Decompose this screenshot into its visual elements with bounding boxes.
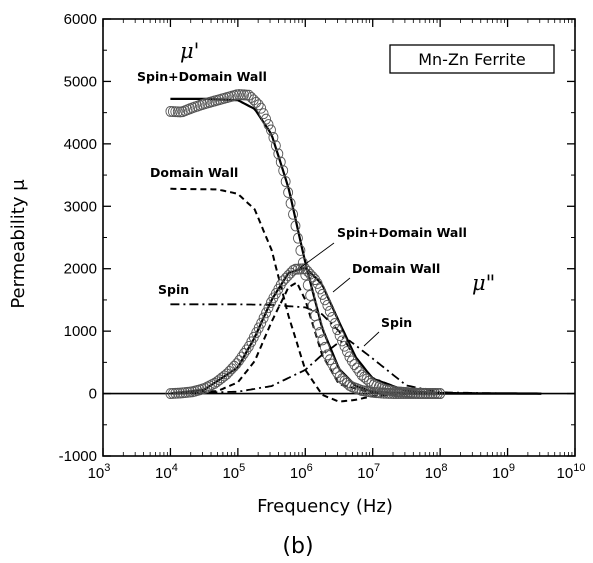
annotation-spin-right: Spin <box>381 315 412 330</box>
x-tick-label: 107 <box>357 462 380 482</box>
series-measured-imag <box>166 264 445 399</box>
data-point <box>352 363 361 373</box>
x-tick-label: 104 <box>155 462 178 482</box>
annotation-spin-dw-right: Spin+Domain Wall <box>337 225 467 240</box>
x-tick-exponent: 9 <box>509 462 515 474</box>
y-axis-title: Permeability μ <box>8 179 29 309</box>
y-tick-label: 1000 <box>64 323 97 340</box>
series-layer <box>103 90 575 402</box>
x-tick-exponent: 5 <box>239 462 245 474</box>
leader-line-spin <box>364 332 379 346</box>
x-tick-label: 108 <box>425 462 448 482</box>
data-point <box>328 312 337 322</box>
series-measured-real <box>166 90 445 399</box>
annotation-spin-dw-left: Spin+Domain Wall <box>137 69 267 84</box>
y-tick-label: 5000 <box>64 73 97 90</box>
y-tick-label: 3000 <box>64 198 97 215</box>
leader-line-spin-dw <box>300 243 334 268</box>
mu-double-prime-label: μ" <box>472 271 495 295</box>
x-axis-title: Frequency (Hz) <box>257 496 393 517</box>
x-tick-label: 103 <box>88 462 111 482</box>
x-tick-label: 105 <box>222 462 245 482</box>
x-tick-label: 109 <box>492 462 515 482</box>
mu-prime-label: μ' <box>180 39 199 63</box>
x-tick-exponent: 4 <box>172 462 178 474</box>
y-tick-label: 4000 <box>64 136 97 153</box>
x-tick-exponent: 6 <box>307 462 313 474</box>
data-point <box>259 109 268 119</box>
x-tick-exponent: 3 <box>104 462 110 474</box>
x-tick-label: 106 <box>290 462 313 482</box>
x-tick-exponent: 7 <box>374 462 380 474</box>
data-point <box>257 103 266 113</box>
annotation-spin-left: Spin <box>158 282 189 297</box>
x-tick-exponent: 8 <box>441 462 447 474</box>
annotation-dw-left: Domain Wall <box>150 165 238 180</box>
series-dw-imag <box>170 283 440 394</box>
data-point <box>262 114 271 124</box>
x-tick-label: 1010 <box>557 462 586 482</box>
series-spin-dw-real <box>170 99 541 394</box>
y-tick-label: 2000 <box>64 261 97 278</box>
y-tick-label: -1000 <box>59 448 97 465</box>
panel-label: (b) <box>282 534 313 559</box>
data-point <box>350 360 359 370</box>
leader-line-dw <box>333 278 350 292</box>
data-point <box>325 306 334 316</box>
data-point <box>355 367 364 377</box>
legend-title: Mn-Zn Ferrite <box>418 50 526 69</box>
y-tick-label: 6000 <box>64 11 97 28</box>
y-tick-label: 0 <box>89 386 97 403</box>
x-tick-exponent: 10 <box>573 462 585 474</box>
annotation-dw-right: Domain Wall <box>352 261 440 276</box>
